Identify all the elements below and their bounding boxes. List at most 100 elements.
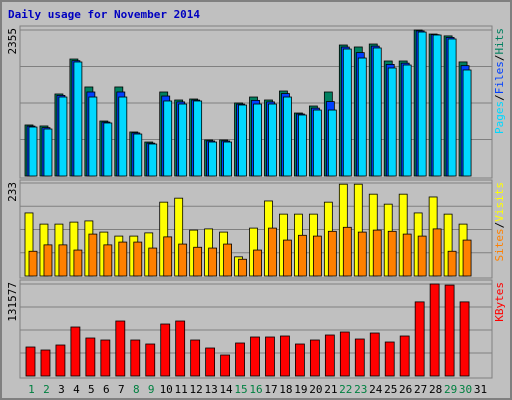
x-tick-label: 12 [190,383,203,396]
bar [447,250,457,277]
x-tick-label: 24 [369,383,383,396]
legend-entry: KBytes [493,282,506,322]
legend-separator: / [493,55,506,62]
bar [58,96,68,177]
bar [58,244,68,277]
legend: KBytes [493,282,506,322]
bar [193,100,203,177]
bar [193,246,203,277]
x-tick-label: 6 [103,383,110,396]
bar [133,133,143,177]
bar [238,104,247,177]
bar [309,339,320,377]
bar [238,258,247,277]
bar [73,61,83,177]
bar [372,229,382,277]
bar [339,331,350,377]
bar [253,249,262,277]
bar [88,96,98,177]
bar [327,230,337,277]
x-tick-label: 8 [133,383,140,396]
x-tick-label: 23 [354,383,367,396]
x-tick-label: 3 [58,383,65,396]
bar [118,96,128,177]
bar [298,114,307,177]
bar [372,47,382,177]
bar [283,239,292,277]
bar [100,339,111,377]
bar [130,339,141,377]
legend: Sites/Visits [493,182,506,262]
bar [295,343,305,377]
bar [208,141,218,177]
x-tick-label: 31 [474,383,487,396]
bar [85,337,96,377]
bar [250,336,260,377]
bar [235,342,245,377]
bar [432,34,442,177]
x-tick-label: 10 [160,383,173,396]
x-tick-label: 18 [279,383,292,396]
bar [402,233,412,277]
x-tick-label: 1 [28,383,35,396]
bar [357,57,367,177]
x-tick-label: 13 [204,383,217,396]
bar [220,354,230,377]
bar [88,233,98,277]
bar [205,347,216,377]
x-tick-label: 2 [43,383,50,396]
x-tick-label: 20 [309,383,322,396]
bar [145,343,156,377]
y-tick-label: 131577 [6,282,19,322]
bar [28,126,38,177]
x-tick-label: 25 [384,383,397,396]
x-tick-label: 22 [339,383,352,396]
legend-entry: Files [493,61,506,94]
bar [387,67,397,177]
x-tick-label: 30 [459,383,472,396]
x-tick-label: 19 [294,383,307,396]
legend-separator: / [493,222,506,229]
bar [462,239,472,277]
bar [369,332,380,377]
y-tick-label: 2355 [6,28,19,55]
bar [327,109,337,177]
x-tick-label: 14 [219,383,233,396]
bar [115,320,126,377]
bar [432,228,442,277]
x-tick-label: 5 [88,383,95,396]
bar [417,31,427,177]
x-tick-label: 11 [175,383,188,396]
x-tick-label: 28 [429,383,442,396]
y-tick-label: 233 [6,182,19,202]
x-tick-label: 27 [414,383,427,396]
bar [40,349,51,377]
legend-entry: Sites [493,228,506,261]
bar [447,38,457,177]
legend-separator: / [493,94,506,101]
bar [73,249,83,277]
bar [402,64,412,177]
bar [357,231,367,277]
legend: Pages/Files/Hits [493,28,506,134]
x-tick-label: 17 [264,383,277,396]
bar [43,128,53,177]
legend-entry: Hits [493,28,506,55]
bar [55,344,66,377]
bar [298,234,307,277]
bar [28,250,38,277]
x-tick-label: 29 [444,383,457,396]
x-tick-label: 26 [399,383,412,396]
bar [190,339,201,377]
bar [444,284,455,377]
bar [103,244,113,277]
x-tick-label: 7 [118,383,125,396]
chart-title: Daily usage for November 2014 [8,8,200,21]
bar [265,336,275,377]
x-tick-label: 15 [234,383,247,396]
bar [312,109,322,177]
bar [118,241,128,277]
bar [148,247,158,277]
